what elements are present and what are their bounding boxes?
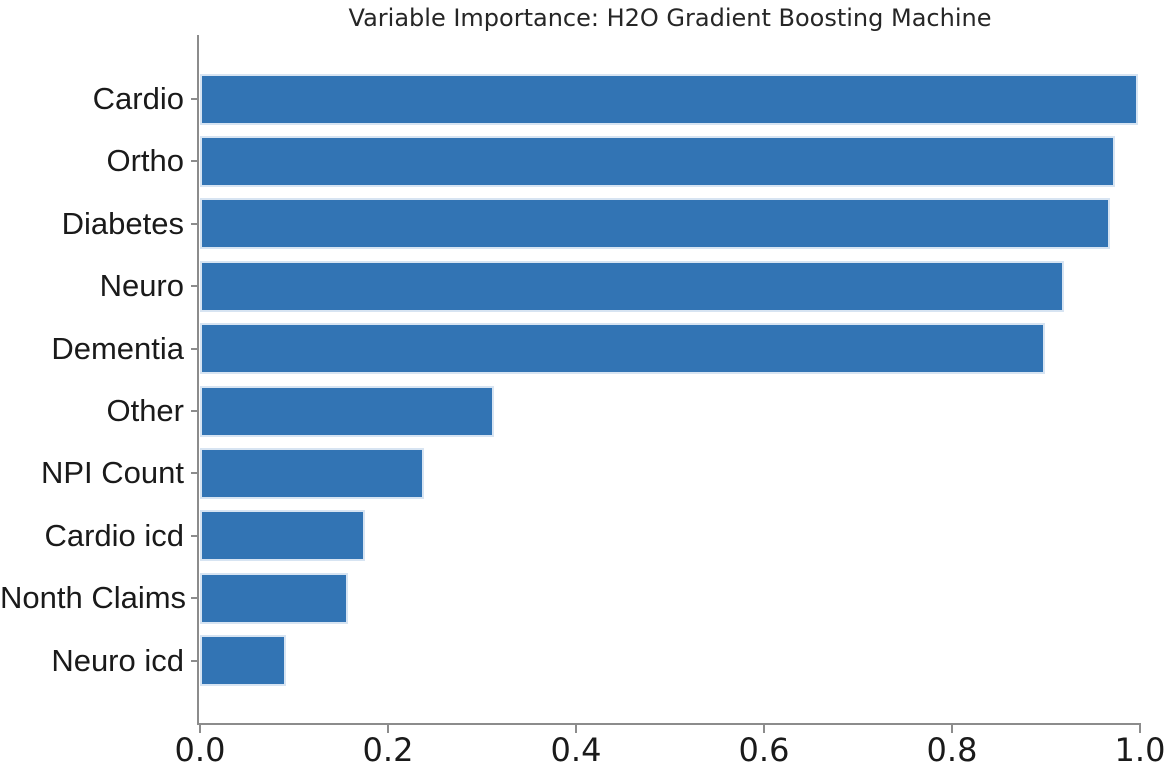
bar-cardio-icd — [200, 510, 366, 562]
bar-diabetes — [200, 198, 1110, 250]
x-tick-label: 0.0 — [174, 731, 226, 768]
y-tick-label: Diabetes — [61, 205, 184, 241]
y-tick-mark — [191, 597, 197, 600]
y-tick-label: Other — [106, 393, 184, 428]
x-tick-mark — [387, 725, 389, 733]
x-tick-mark — [951, 725, 953, 733]
y-tick-mark — [191, 222, 197, 225]
y-tick-label: Neuro icd — [51, 642, 184, 678]
x-tick-label: 1.0 — [1114, 731, 1166, 768]
x-tick-mark — [199, 725, 201, 733]
y-tick-mark — [191, 98, 197, 100]
y-tick-label: Nonth Claims — [0, 580, 187, 616]
chart-title: Variable Importance: H2O Gradient Boosti… — [348, 4, 992, 32]
y-axis-spine — [197, 35, 199, 724]
y-tick-mark — [191, 160, 197, 163]
y-tick-mark — [191, 285, 197, 288]
x-tick-mark — [1139, 725, 1141, 733]
y-tick-mark — [191, 534, 197, 537]
x-tick-mark — [575, 725, 577, 733]
y-tick-mark — [191, 659, 197, 662]
bar-nonth-claims — [200, 572, 348, 624]
bar-neuro-icd — [200, 635, 287, 687]
x-tick-label: 0.2 — [362, 731, 414, 768]
bar-other — [200, 385, 495, 437]
y-tick-label: NPI Count — [40, 455, 184, 491]
y-tick-mark — [191, 347, 197, 350]
bar-npi-count — [200, 447, 424, 499]
bar-cardio — [200, 73, 1139, 125]
y-tick-label: Cardio — [92, 81, 184, 116]
y-tick-label: Cardio icd — [44, 517, 184, 553]
y-tick-label: Ortho — [106, 143, 184, 179]
x-tick-mark — [763, 725, 765, 733]
x-tick-label: 0.4 — [550, 731, 602, 768]
y-tick-label: Dementia — [51, 330, 184, 366]
y-tick-mark — [191, 410, 197, 412]
bar-dementia — [200, 323, 1046, 375]
y-tick-label: Neuro — [99, 268, 184, 304]
x-tick-label: 0.6 — [738, 731, 790, 768]
x-axis-spine — [197, 723, 1141, 725]
y-tick-mark — [191, 472, 197, 475]
bar-neuro — [200, 260, 1064, 312]
bar-ortho — [200, 135, 1115, 187]
x-tick-label: 0.8 — [926, 731, 978, 768]
